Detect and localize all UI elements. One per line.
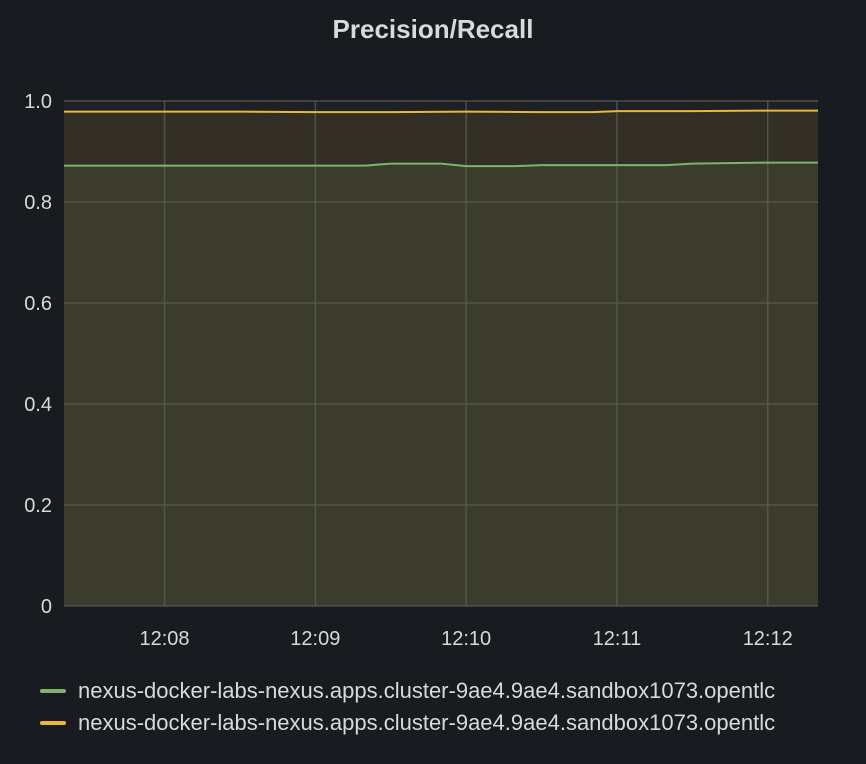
- legend-item-series-1[interactable]: nexus-docker-labs-nexus.apps.cluster-9ae…: [40, 676, 850, 706]
- y-tick-label: 0.6: [24, 293, 52, 315]
- series-area-2: [64, 110, 818, 606]
- x-tick-label: 12:08: [140, 628, 190, 650]
- panel-title[interactable]: Precision/Recall: [332, 14, 534, 44]
- x-tick-label: 12:11: [593, 628, 642, 650]
- legend: nexus-docker-labs-nexus.apps.cluster-9ae…: [40, 676, 850, 740]
- legend-swatch-yellow: [40, 721, 66, 725]
- y-tick-label: 0.2: [24, 495, 52, 517]
- y-tick-label: 1.0: [24, 91, 52, 113]
- y-tick-label: 0.4: [24, 394, 52, 416]
- series-area-1: [64, 162, 818, 606]
- x-tick-label: 12:10: [441, 628, 491, 650]
- y-tick-label: 0: [41, 596, 52, 618]
- legend-item-series-2[interactable]: nexus-docker-labs-nexus.apps.cluster-9ae…: [40, 708, 850, 738]
- legend-label: nexus-docker-labs-nexus.apps.cluster-9ae…: [78, 710, 776, 735]
- plot-area: [64, 101, 818, 606]
- legend-label: nexus-docker-labs-nexus.apps.cluster-9ae…: [78, 678, 776, 703]
- series-line-1: [64, 161, 818, 168]
- x-tick-label: 12:09: [290, 628, 340, 650]
- y-tick-label: 0.8: [24, 192, 52, 214]
- x-tick-label: 12:12: [743, 628, 793, 650]
- legend-swatch-green: [40, 689, 66, 693]
- series-line-2: [64, 109, 818, 114]
